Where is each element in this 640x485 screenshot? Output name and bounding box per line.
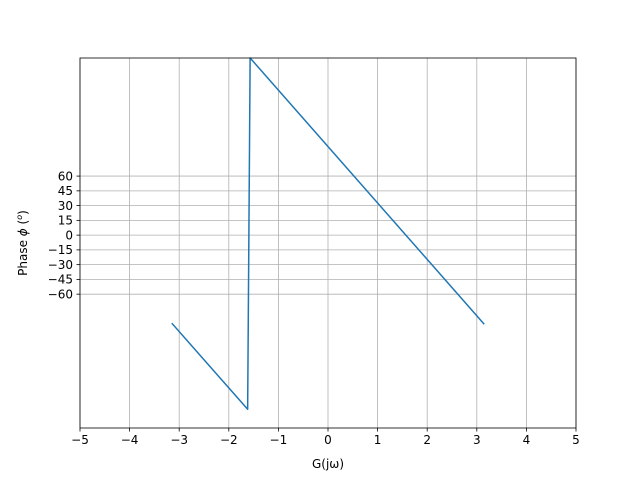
y-tick-label: −15 [48, 243, 73, 257]
y-axis-label-unit-sup: o [15, 215, 24, 220]
x-axis-label: G(jω) [312, 457, 344, 471]
y-axis-label-prefix: Phase [16, 236, 30, 276]
y-tick-label: 0 [65, 228, 73, 242]
x-tick-label: −4 [121, 433, 139, 447]
y-tick-label: 15 [58, 214, 73, 228]
x-tick-label: 0 [324, 433, 332, 447]
x-tick-label: −2 [220, 433, 238, 447]
x-tick-label: 5 [572, 433, 580, 447]
x-tick-label: −5 [71, 433, 89, 447]
y-tick-label: −45 [48, 273, 73, 287]
y-tick-label: 60 [58, 169, 73, 183]
y-tick-label: −30 [48, 258, 73, 272]
x-axis-ticks: −5 −4 −3 −2 −1 0 1 2 3 4 5 [71, 428, 580, 447]
x-tick-label: −3 [170, 433, 188, 447]
series-layer [171, 57, 485, 411]
y-axis-label-unit-open: ( [16, 220, 30, 229]
y-tick-label: 45 [58, 184, 73, 198]
y-tick-label: −60 [48, 287, 73, 301]
x-tick-label: 3 [473, 433, 481, 447]
phase-series-line [171, 57, 485, 411]
y-axis-label-unit-close: ) [16, 210, 30, 215]
y-tick-label: 30 [58, 199, 73, 213]
x-tick-label: 2 [423, 433, 431, 447]
x-tick-label: 4 [523, 433, 531, 447]
x-tick-label: 1 [374, 433, 382, 447]
y-axis-label-symbol: ϕ [16, 228, 30, 236]
y-axis-label: Phase ϕ (o) [15, 210, 30, 276]
x-tick-label: −1 [270, 433, 288, 447]
